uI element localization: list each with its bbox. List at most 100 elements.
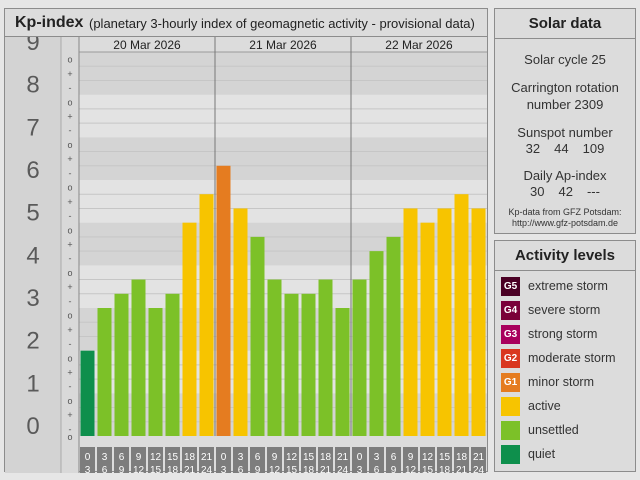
y-tick-label: 7 bbox=[26, 114, 39, 141]
minor-tick-mark: - bbox=[69, 339, 72, 349]
minor-tick-mark: o bbox=[67, 432, 72, 442]
minor-tick-mark: - bbox=[69, 254, 72, 264]
credits: Kp-data from GFZ Potsdam: http://www.gfz… bbox=[495, 207, 635, 229]
kp-bar bbox=[284, 293, 299, 436]
kp-bar bbox=[114, 293, 129, 436]
time-cell bbox=[182, 447, 197, 473]
minor-tick-mark: - bbox=[69, 83, 72, 93]
time-start-label: 9 bbox=[136, 452, 142, 463]
minor-tick-mark: + bbox=[67, 197, 72, 207]
legend-label-g1: minor storm bbox=[528, 375, 594, 389]
kp-title: Kp-index bbox=[15, 14, 84, 31]
minor-tick-mark: + bbox=[67, 325, 72, 335]
legend-item-g1: G1 minor storm bbox=[501, 372, 594, 392]
minor-tick-mark: - bbox=[69, 424, 72, 434]
legend-label-quiet: quiet bbox=[528, 447, 556, 461]
grid-band bbox=[79, 222, 487, 266]
grid-band bbox=[79, 265, 487, 308]
minor-tick-mark: + bbox=[67, 69, 72, 79]
kp-bar bbox=[148, 308, 163, 436]
kp-bar bbox=[403, 208, 418, 436]
time-cell bbox=[216, 447, 231, 473]
minor-tick-mark: o bbox=[67, 183, 72, 193]
legend-item-active: active bbox=[501, 396, 561, 416]
minor-tick-mark: o bbox=[67, 268, 72, 278]
time-start-label: 6 bbox=[119, 452, 125, 463]
minor-tick-mark: o bbox=[67, 225, 72, 235]
time-start-label: 21 bbox=[473, 452, 485, 463]
kp-bar bbox=[233, 208, 248, 436]
legend-label-active: active bbox=[528, 399, 561, 413]
kp-bar bbox=[216, 165, 231, 437]
time-start-label: 12 bbox=[422, 452, 434, 463]
y-tick-label: 1 bbox=[26, 370, 39, 397]
time-start-label: 21 bbox=[201, 452, 213, 463]
y-axis-column bbox=[5, 37, 61, 473]
activity-levels-title: Activity levels bbox=[495, 241, 635, 271]
solar-data-title: Solar data bbox=[495, 9, 635, 39]
minor-tick-mark: + bbox=[67, 240, 72, 250]
legend-item-g3: G3 strong storm bbox=[501, 324, 597, 344]
legend-swatch-g4: G4 bbox=[501, 300, 520, 320]
credit-line1: Kp-data from GFZ Potsdam: bbox=[508, 207, 622, 217]
kp-bar bbox=[80, 350, 95, 436]
minor-tick-mark: o bbox=[67, 140, 72, 150]
time-end-label: 6 bbox=[102, 465, 108, 473]
legend-swatch-g3: G3 bbox=[501, 324, 520, 344]
kp-subtitle: (planetary 3-hourly index of geomagnetic… bbox=[89, 16, 475, 31]
kp-bar bbox=[267, 279, 282, 436]
kp-bar bbox=[165, 293, 180, 436]
time-cell bbox=[97, 447, 112, 473]
sunspot-value-1: 32 bbox=[525, 141, 541, 156]
grid-band bbox=[79, 180, 487, 223]
time-end-label: 3 bbox=[357, 465, 363, 473]
legend-label-g5: extreme storm bbox=[528, 279, 608, 293]
kp-bar bbox=[420, 222, 435, 436]
legend-swatch-unsettled bbox=[501, 420, 520, 440]
kp-bar bbox=[318, 279, 333, 436]
kp-bar bbox=[199, 194, 214, 436]
y-tick-label: 5 bbox=[26, 200, 39, 227]
time-start-label: 0 bbox=[85, 452, 91, 463]
time-start-label: 12 bbox=[286, 452, 298, 463]
minor-tick-mark: o bbox=[67, 353, 72, 363]
time-end-label: 18 bbox=[167, 465, 179, 473]
minor-tick-mark: o bbox=[67, 311, 72, 321]
time-cell bbox=[267, 447, 282, 473]
time-start-label: 3 bbox=[102, 452, 108, 463]
kp-bar bbox=[352, 279, 367, 436]
time-start-label: 12 bbox=[150, 452, 162, 463]
time-end-label: 6 bbox=[238, 465, 244, 473]
time-end-label: 9 bbox=[255, 465, 261, 473]
minor-tick-mark: + bbox=[67, 112, 72, 122]
kp-header: Kp-index (planetary 3-hourly index of ge… bbox=[5, 9, 487, 37]
legend-item-quiet: quiet bbox=[501, 444, 555, 464]
legend-item-unsettled: unsettled bbox=[501, 420, 579, 440]
kp-bar bbox=[471, 208, 486, 436]
time-start-label: 6 bbox=[391, 452, 397, 463]
time-cell bbox=[403, 447, 418, 473]
time-end-label: 12 bbox=[269, 465, 281, 473]
time-end-label: 3 bbox=[85, 465, 91, 473]
legend-label-g4: severe storm bbox=[528, 303, 601, 317]
legend-label-unsettled: unsettled bbox=[528, 423, 579, 437]
kp-bar bbox=[131, 279, 146, 436]
time-cell bbox=[199, 447, 214, 473]
time-cell bbox=[250, 447, 265, 473]
credit-link[interactable]: http://www.gfz-potsdam.de bbox=[511, 218, 619, 228]
activity-levels-panel: Activity levels G5 extreme storm G4 seve… bbox=[494, 240, 636, 472]
time-end-label: 21 bbox=[184, 465, 196, 473]
time-start-label: 3 bbox=[238, 452, 244, 463]
time-end-label: 24 bbox=[201, 465, 213, 473]
ap-value-2: 42 bbox=[558, 184, 573, 199]
day-label: 22 Mar 2026 bbox=[385, 38, 453, 52]
minor-tick-mark: o bbox=[67, 97, 72, 107]
minor-mark-column bbox=[61, 37, 79, 473]
kp-bar bbox=[437, 208, 452, 436]
date-band bbox=[79, 37, 487, 52]
legend-item-g5: G5 extreme storm bbox=[501, 276, 608, 296]
grid-band bbox=[79, 350, 487, 394]
time-cell bbox=[80, 447, 95, 473]
y-tick-label: 8 bbox=[26, 72, 39, 99]
day-label: 20 Mar 2026 bbox=[113, 38, 181, 52]
